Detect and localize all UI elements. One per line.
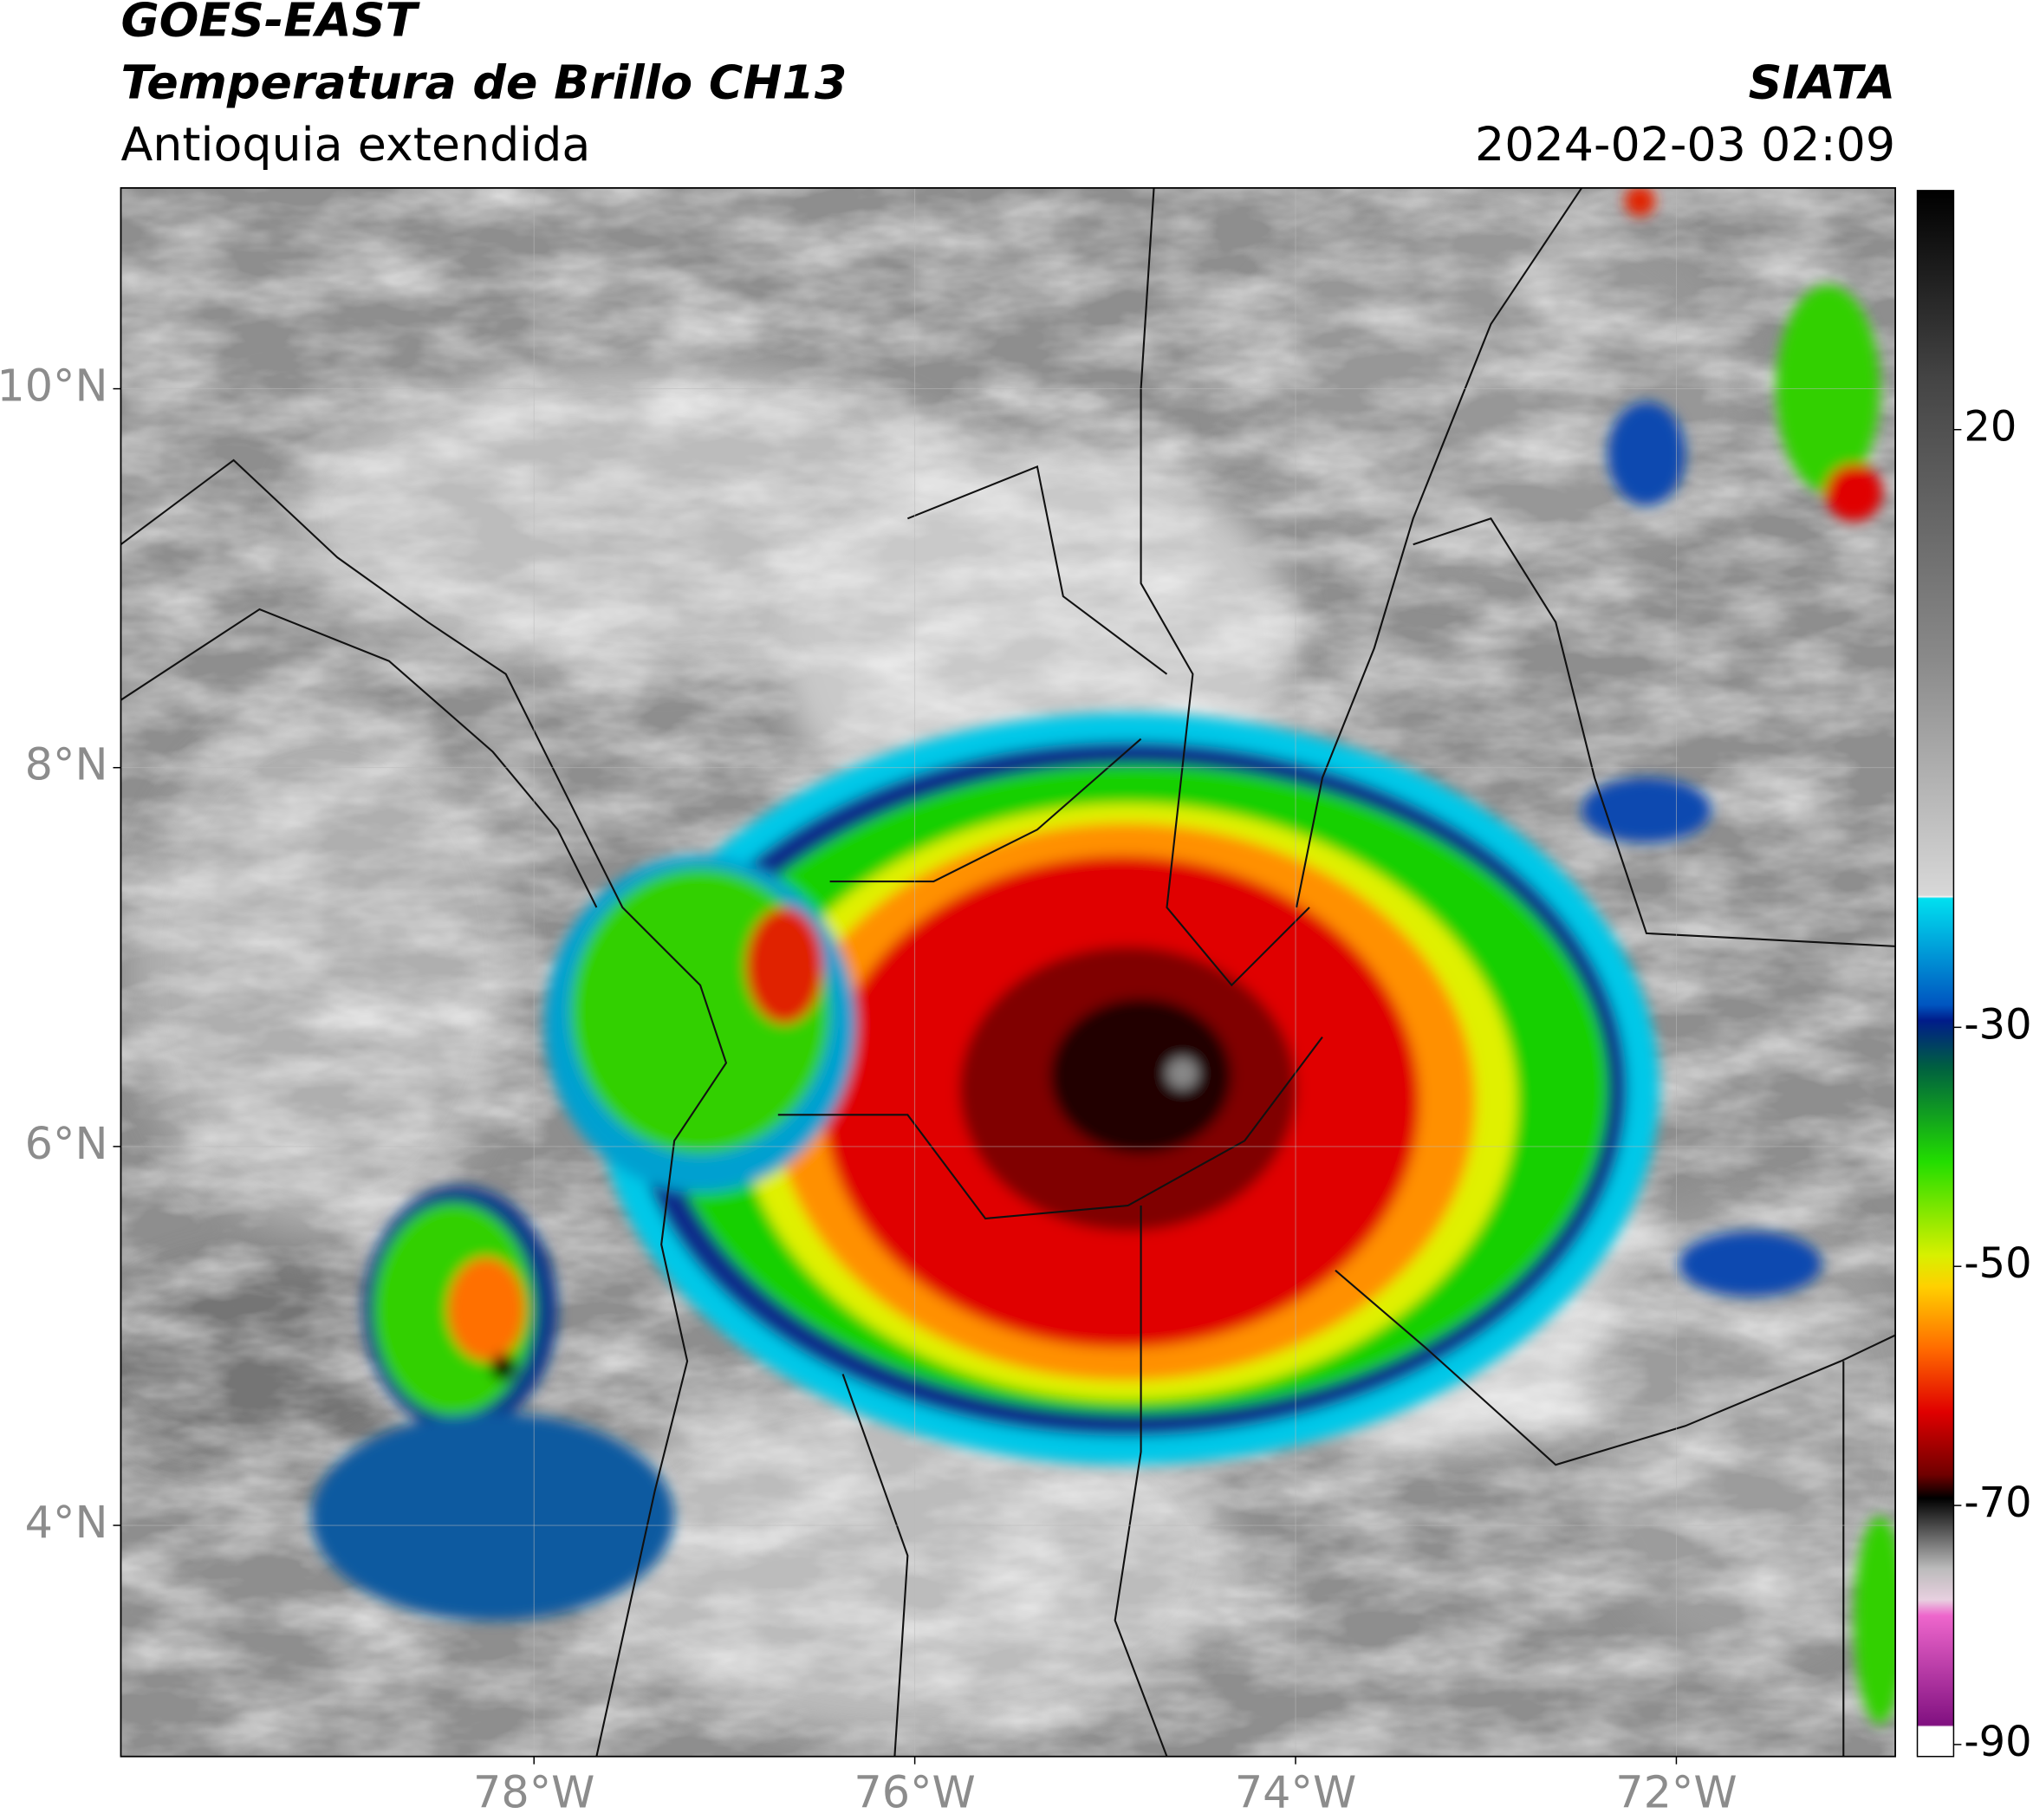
colorbar-tick-label: -70 xyxy=(1964,1479,2031,1527)
colorbar-tick-label: 20 xyxy=(1964,404,2017,452)
source: SIATA xyxy=(1749,55,1896,109)
colorbar-tick-label: -50 xyxy=(1964,1240,2031,1288)
graticule xyxy=(120,187,1896,1757)
subtitle: Temperatura de Brillo CH13 xyxy=(120,55,847,109)
y-tick-label: 6°N xyxy=(25,1118,108,1169)
region: Antioquia extendida xyxy=(120,117,590,172)
y-tick-label: 4°N xyxy=(25,1497,108,1548)
x-tick-label: 76°W xyxy=(854,1767,975,1818)
y-tick-label: 8°N xyxy=(25,739,108,790)
satellite-image xyxy=(120,187,1896,1757)
borders xyxy=(120,187,1896,1757)
map-frame xyxy=(120,186,1896,1758)
y-tick-label: 10°N xyxy=(0,361,107,412)
title: GOES-EAST xyxy=(120,0,420,48)
x-tick-label: 74°W xyxy=(1235,1767,1356,1818)
x-tick-label: 78°W xyxy=(473,1767,594,1818)
x-tick-label: 72°W xyxy=(1615,1767,1737,1818)
colorbar-tick-label: -30 xyxy=(1964,1001,2031,1049)
colorbar xyxy=(1916,190,1955,1758)
datetime: 2024-02-03 02:09 xyxy=(1475,117,1895,172)
colorbar-tick-label: -90 xyxy=(1964,1719,2031,1766)
